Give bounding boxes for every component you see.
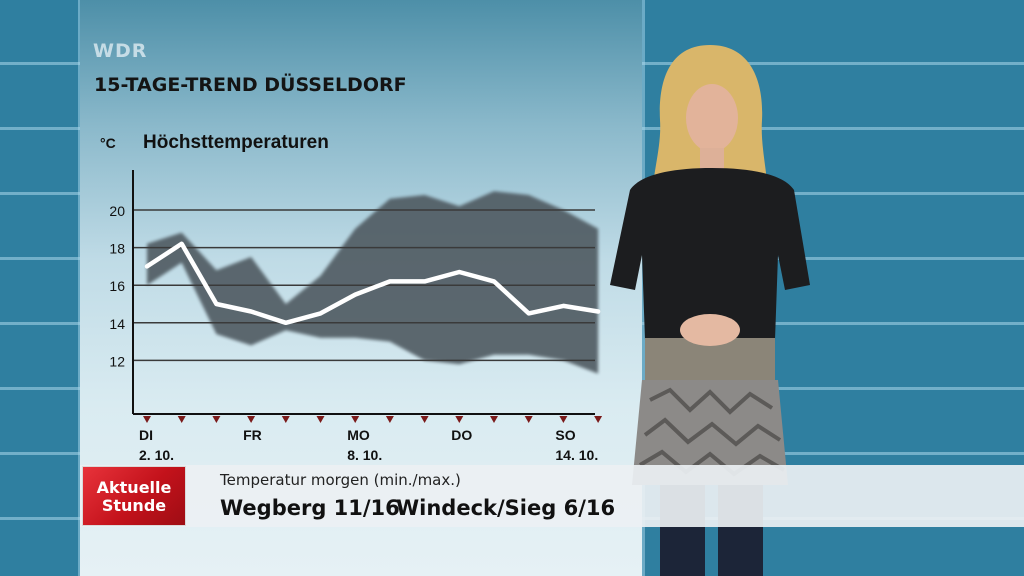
x-tick-label: DI — [139, 427, 153, 443]
x-tick-marker — [177, 416, 186, 423]
ticker-subtitle: Temperatur morgen (min./max.) — [220, 471, 461, 489]
x-tick-date: 14. 10. — [555, 447, 598, 463]
presenter-figure — [610, 45, 810, 576]
x-tick-marker — [559, 416, 568, 423]
logo-line-1: Aktuelle — [96, 478, 172, 497]
ticker-city-2: Windeck/Sieg 6/16 — [396, 496, 616, 520]
x-tick-marker — [281, 416, 290, 423]
presenter-top — [610, 168, 810, 340]
y-axis-unit: °C — [100, 135, 116, 151]
page-title: 15-TAGE-TREND DÜSSELDORF — [94, 74, 407, 96]
x-tick-marker — [420, 416, 429, 423]
x-tick-marker — [594, 416, 603, 423]
x-tick-label: DO — [451, 427, 472, 443]
x-tick-marker — [351, 416, 360, 423]
y-tick-label: 16 — [109, 278, 125, 294]
y-tick-label: 14 — [109, 316, 125, 332]
x-tick-label: MO — [347, 427, 370, 443]
background-divider — [78, 0, 81, 576]
x-tick-label: FR — [243, 427, 262, 443]
x-tick-marker — [490, 416, 498, 423]
x-tick-marker — [212, 416, 221, 423]
y-tick-label: 18 — [109, 241, 125, 257]
x-tick-marker — [385, 416, 394, 423]
x-tick-marker — [316, 416, 325, 423]
x-tick-date: 2. 10. — [139, 447, 174, 463]
chart-title: Höchsttemperaturen — [143, 132, 329, 153]
logo-line-2: Stunde — [101, 496, 167, 515]
channel-logo: WDR — [93, 40, 148, 62]
temperature-range-band — [147, 191, 599, 374]
presenter-hands — [680, 314, 740, 346]
x-tick-date: 8. 10. — [347, 447, 382, 463]
x-tick-marker — [455, 416, 464, 423]
aktuelle-stunde-logo: Aktuelle Stunde — [82, 466, 186, 526]
y-tick-label: 20 — [109, 203, 125, 219]
x-tick-marker — [524, 416, 533, 423]
x-tick-marker — [247, 416, 256, 423]
presenter-face — [686, 84, 738, 152]
x-tick-marker — [143, 416, 151, 423]
y-tick-label: 12 — [109, 353, 125, 369]
x-tick-label: SO — [555, 427, 575, 443]
max-temperature-line — [144, 241, 601, 326]
ticker-city-1: Wegberg 11/16 — [220, 496, 400, 520]
lower-third-bar — [80, 465, 1024, 527]
presenter-skirt-pattern — [638, 387, 786, 477]
